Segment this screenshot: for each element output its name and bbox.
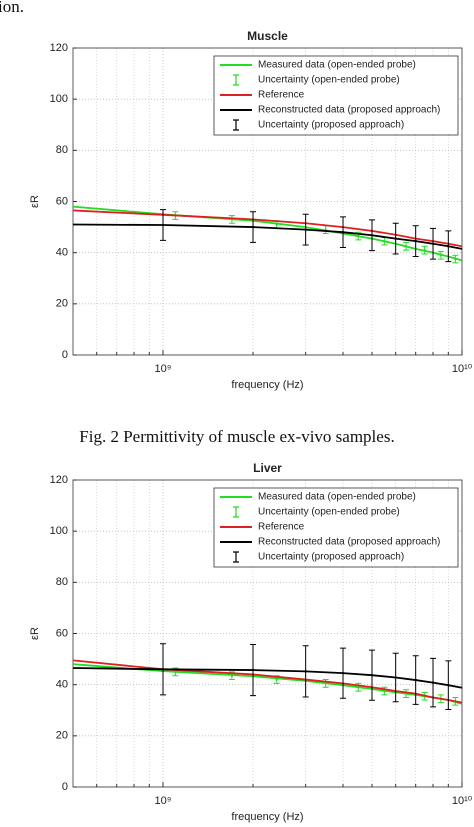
- y-tick-label: 120: [50, 42, 68, 54]
- error-bar-center: [431, 681, 435, 684]
- error-bar-center: [341, 231, 345, 234]
- error-bar-center: [251, 225, 255, 229]
- chart-title: Liver: [253, 461, 282, 475]
- error-bar-center: [341, 671, 345, 675]
- y-tick-label: 100: [50, 525, 68, 537]
- y-tick-label: 0: [62, 781, 68, 793]
- chart: 0 20 40 60 80 100 120 10⁹ 10¹⁰ Liver frequency (Hz…: [29, 461, 473, 823]
- y-tick-label: 20: [56, 730, 68, 742]
- y-axis-label: εR: [29, 627, 41, 640]
- legend-label: Uncertainty (open-ended probe): [258, 75, 400, 86]
- plot-frame: [72, 479, 463, 788]
- error-bar-center: [370, 234, 374, 237]
- legend-box: [213, 487, 459, 568]
- legend-label: Reference: [258, 90, 305, 101]
- legend-label: Measured data (open-ended probe): [258, 492, 416, 503]
- legend-label: Measured data (open-ended probe): [258, 60, 416, 71]
- y-tick-label: 60: [56, 195, 68, 207]
- error-bar-center: [439, 254, 443, 257]
- error-bar-center: [383, 689, 386, 693]
- x-tick-label: 10¹⁰: [452, 363, 473, 375]
- error-bar-center: [447, 245, 450, 248]
- x-tick-label: 10⁹: [155, 795, 172, 807]
- legend-label: Uncertainty (open-ended probe): [258, 507, 400, 518]
- error-bar-center: [454, 257, 457, 261]
- legend-label: Reconstructed data (proposed approach): [258, 105, 440, 116]
- error-bar-center: [414, 239, 417, 243]
- legend-box: [213, 55, 459, 136]
- y-tick-label: 80: [56, 144, 68, 156]
- x-tick-label: 10⁹: [155, 363, 172, 375]
- error-bar-center: [394, 237, 397, 240]
- x-axis-label: frequency (Hz): [231, 379, 303, 391]
- y-tick-label: 80: [56, 576, 68, 588]
- legend-swatch: [233, 506, 239, 518]
- y-tick-label: 40: [56, 679, 68, 691]
- header-fragment: ion.: [0, 0, 24, 16]
- legend-swatch: [233, 119, 239, 131]
- x-tick-label: 10¹⁰: [452, 795, 473, 807]
- y-axis-label: εR: [29, 195, 41, 208]
- legend-label: Uncertainty (proposed approach): [258, 120, 404, 131]
- x-axis-label: frequency (Hz): [231, 811, 303, 823]
- y-tick-label: 100: [50, 93, 68, 105]
- legend-label: Reference: [258, 522, 305, 533]
- legend-swatch: [233, 551, 239, 563]
- error-bar-center: [324, 682, 327, 685]
- error-bar-center: [370, 674, 374, 677]
- error-bar-center: [383, 239, 386, 243]
- error-bar-center: [230, 674, 234, 677]
- legend-label: Reconstructed data (proposed approach): [258, 537, 440, 548]
- error-bar-center: [304, 228, 307, 231]
- error-bar-center: [251, 668, 255, 672]
- y-tick-label: 20: [56, 298, 68, 310]
- figure-caption: Fig. 2 Permittivity of muscle ex-vivo sa…: [79, 427, 394, 446]
- error-bar-center: [394, 676, 397, 679]
- chart: 0 20 40 60 80 100 120 10⁹ 10¹⁰ Muscle frequency (H…: [29, 29, 473, 391]
- error-bar-center: [414, 678, 417, 682]
- error-bar-center: [304, 670, 307, 673]
- y-tick-label: 120: [50, 474, 68, 486]
- chart-title: Muscle: [247, 29, 288, 43]
- error-bar-center: [174, 670, 177, 674]
- y-tick-label: 40: [56, 247, 68, 259]
- plot-frame: [72, 47, 463, 356]
- error-bar-center: [447, 683, 450, 687]
- legend-label: Uncertainty (proposed approach): [258, 552, 404, 563]
- error-bar-center: [161, 223, 165, 227]
- error-bar-center: [161, 668, 165, 671]
- error-bar-center: [423, 248, 426, 252]
- error-bar-center: [275, 678, 278, 681]
- y-tick-label: 0: [62, 349, 68, 361]
- y-tick-label: 60: [56, 627, 68, 639]
- legend-swatch: [233, 74, 239, 86]
- error-bar-center: [357, 234, 360, 238]
- error-bar-center: [275, 223, 278, 226]
- error-bar-center: [404, 245, 408, 248]
- error-bar-center: [431, 242, 435, 245]
- error-bar-center: [357, 686, 360, 689]
